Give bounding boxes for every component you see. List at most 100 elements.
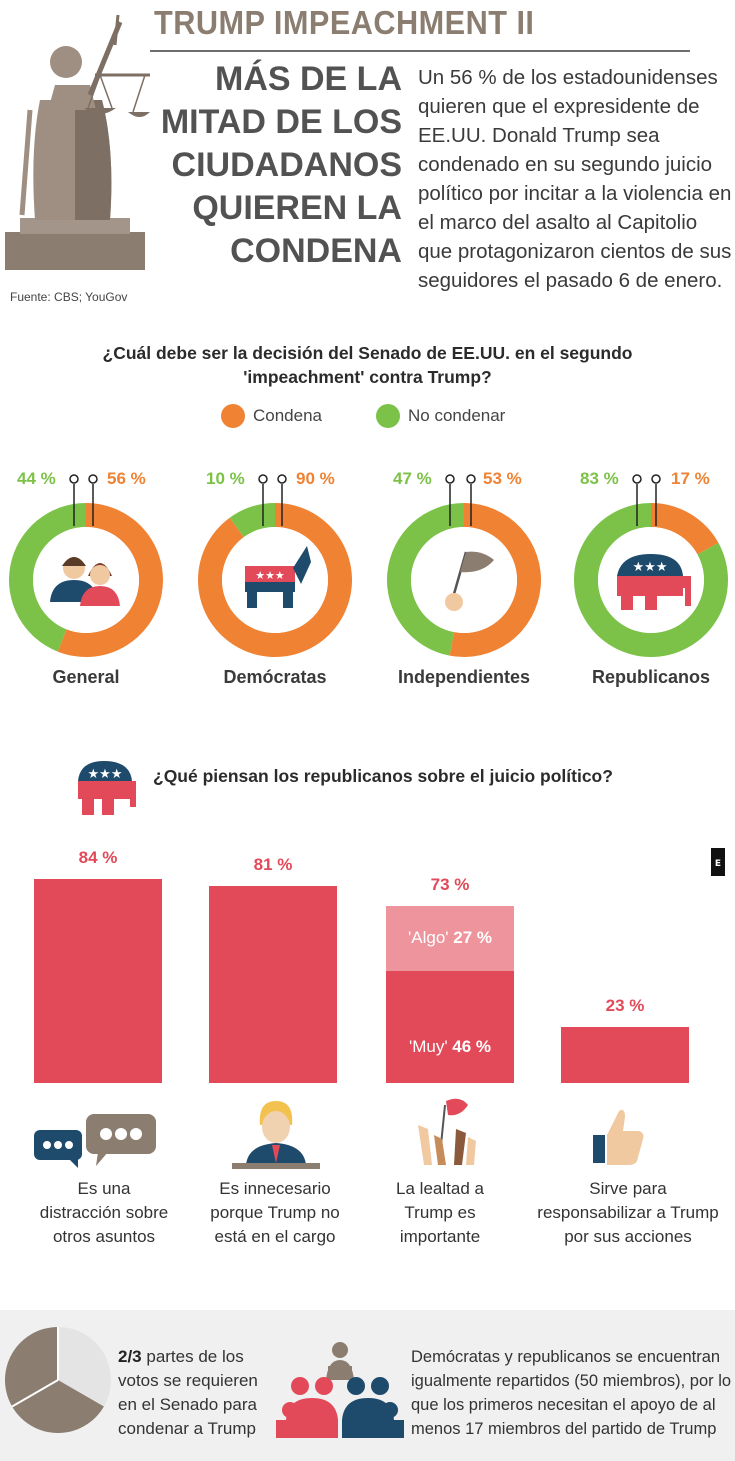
fraction-bold: 2/3 <box>118 1347 142 1366</box>
donut-general: 44 % 56 % General <box>1 462 171 702</box>
donut-pct-condena: 90 % <box>296 469 335 488</box>
donut-label: Demócratas <box>223 667 327 687</box>
legend-swatch-orange <box>221 404 245 428</box>
bar-caption: La lealtad a Trump es importante <box>380 1177 500 1249</box>
elephant-icon: ★★★ <box>617 554 691 610</box>
leader-dot <box>445 474 455 484</box>
chart2-title: ¿Qué piensan los republicanos sobre el j… <box>153 766 613 786</box>
bar-chart: 84 % 81 % 'Muy' 46 % 'Algo' 27 % 73 % 23 % <box>34 848 689 1083</box>
donut-independientes: 47 % 53 % Independientes <box>379 462 549 702</box>
segment-name: 'Algo' <box>408 927 454 947</box>
svg-text:★★★: ★★★ <box>88 767 123 782</box>
legend-condena: Condena <box>221 404 322 428</box>
donut-pct-condena: 56 % <box>107 469 146 488</box>
donut-pct-no-condenar: 47 % <box>393 469 432 488</box>
headline-line: MITAD DE LOS <box>160 103 402 141</box>
bar-value-label: 84 % <box>78 848 118 868</box>
bar-value-label: 23 % <box>605 996 645 1016</box>
leader-dot <box>88 474 98 484</box>
leader-dot <box>258 474 268 484</box>
slice-condena <box>197 503 352 657</box>
caption-line: distracción sobre <box>39 1203 169 1222</box>
donut-hole <box>411 527 517 633</box>
fraction-rest: partes de los votos se requieren en el S… <box>118 1347 258 1438</box>
leader-dot <box>466 474 476 484</box>
bar-segment-muy <box>386 971 514 1083</box>
caption-line: Es innecesario <box>219 1179 331 1198</box>
bar-value-label: 81 % <box>253 855 293 875</box>
caption-line: por sus acciones <box>564 1227 692 1246</box>
donut-label: Republicanos <box>591 667 711 687</box>
bar-value-label: 73 % <box>430 874 470 894</box>
headline-line: MÁS DE LA <box>215 60 402 98</box>
chart1-title: ¿Cuál debe ser la decisión del Senado de… <box>102 343 633 387</box>
caption-line: responsabilizar a Trump <box>537 1203 719 1222</box>
donut-chart <box>9 474 164 657</box>
slice-no-condenar <box>387 503 464 656</box>
caption-line: está en el cargo <box>214 1227 336 1246</box>
segment-value: 46 % <box>452 1037 492 1056</box>
justice-statue-icon <box>0 0 150 270</box>
bar-caption: Es innecesario porque Trump no está en e… <box>200 1177 350 1249</box>
donut-pct-condena: 53 % <box>483 469 522 488</box>
white-flag-icon <box>445 551 494 611</box>
donut-chart: ★★★ <box>197 474 352 657</box>
bar-caption: Sirve para responsabilizar a Trump por s… <box>530 1177 726 1249</box>
donut-chart: ★★★ <box>574 474 728 657</box>
intro-paragraph: Un 56 % de los estadounidenses quieren q… <box>418 66 732 292</box>
headline: MÁS DE LA MITAD DE LOS CIUDADANOS QUIERE… <box>150 58 402 273</box>
leader-dot <box>632 474 642 484</box>
slice-condena <box>57 503 164 657</box>
caption-line: otros asuntos <box>52 1227 156 1246</box>
bar-segment-label: 'Muy' 46 % <box>386 1037 514 1057</box>
svg-text:★★★: ★★★ <box>633 560 668 575</box>
slice-no-condenar <box>9 503 86 652</box>
bar-segment-algo <box>386 905 514 972</box>
donut-label: Independientes <box>397 667 531 687</box>
slice-condena <box>449 503 542 657</box>
donut-pct-no-condenar: 44 % <box>17 469 56 488</box>
svg-text:★★★: ★★★ <box>255 569 285 582</box>
fraction-text: 2/3 partes de los votos se requieren en … <box>118 1345 268 1441</box>
page-title: TRUMP IMPEACHMENT II <box>154 4 535 41</box>
bar-caption: Es una distracción sobre otros asuntos <box>34 1177 174 1249</box>
legend-no-condenar: No condenar <box>376 404 505 428</box>
efe-logo: E <box>707 818 729 888</box>
source-note: Fuente: CBS; YouGov <box>10 290 128 304</box>
leader-dot <box>651 474 661 484</box>
headline-line: QUIEREN LA <box>192 189 402 227</box>
raised-hands-flag-icon <box>410 1095 480 1175</box>
donut-pct-no-condenar: 83 % <box>580 469 619 488</box>
donut-label: General <box>52 667 120 687</box>
caption-line: Es una <box>77 1179 131 1198</box>
bar <box>561 1027 689 1083</box>
bar-segment-label: 'Algo' 27 % <box>386 928 514 948</box>
senate-text: Demócratas y republicanos se encuentran … <box>411 1348 732 1438</box>
slice-condena <box>651 503 719 555</box>
thumbs-up-icon <box>593 1105 645 1172</box>
donut-democratas: 10 % 90 % ★★★ Demócratas <box>190 462 360 702</box>
leader-dot <box>277 474 287 484</box>
segment-name: 'Muy' <box>408 1037 453 1056</box>
elephant-icon: ★★★ <box>72 757 136 824</box>
people-couple-icon <box>50 557 120 606</box>
donut-chart <box>387 474 542 657</box>
donut-republicanos: 83 % 17 % ★★★ Republicanos <box>566 462 735 702</box>
donkey-icon: ★★★ <box>245 546 311 608</box>
trump-podium-icon <box>232 1095 320 1176</box>
donut-pct-no-condenar: 10 % <box>206 469 245 488</box>
caption-line: porque Trump no <box>210 1203 340 1222</box>
caption-line: importante <box>399 1227 481 1246</box>
title-divider <box>150 50 690 52</box>
headline-line: CONDENA <box>230 232 402 270</box>
bar <box>209 886 337 1083</box>
donut-pct-condena: 17 % <box>671 469 710 488</box>
svg-text:E: E <box>715 859 721 869</box>
speech-bubbles-icon <box>34 1110 158 1177</box>
senate-people-icon <box>276 1340 404 1445</box>
legend-label: Condena <box>253 406 323 425</box>
legend-swatch-green <box>376 404 400 428</box>
two-thirds-pie-icon <box>4 1326 112 1439</box>
donut-hole <box>33 527 139 633</box>
leader-dot <box>69 474 79 484</box>
